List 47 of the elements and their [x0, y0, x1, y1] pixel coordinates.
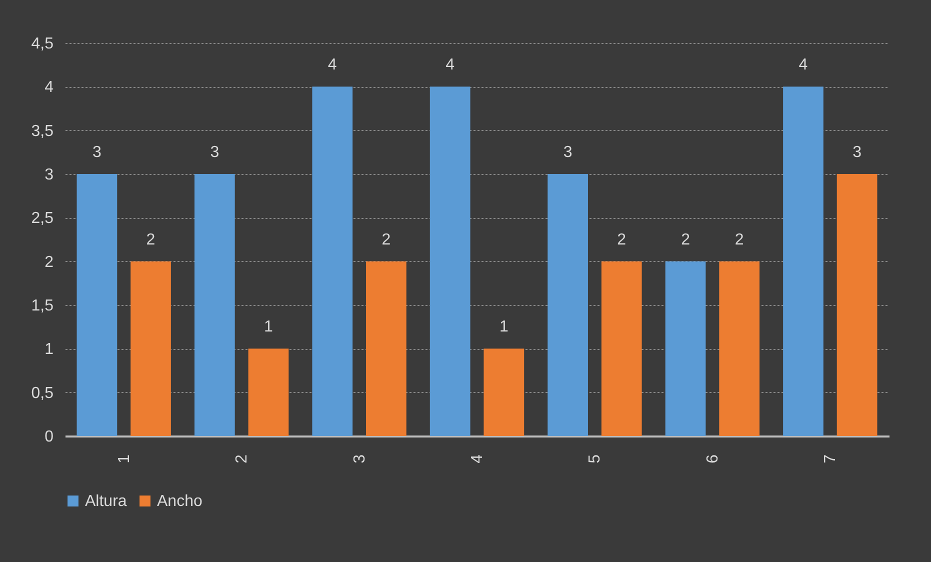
- data-label: 4: [328, 56, 337, 74]
- y-tick-label: 4: [44, 79, 54, 96]
- bar: [836, 174, 878, 436]
- bar: [719, 261, 760, 436]
- x-tick-label: 1: [116, 454, 133, 464]
- x-tick-label: 6: [704, 454, 722, 464]
- y-tick-label: 2,5: [31, 210, 54, 228]
- x-tick-label: 7: [822, 454, 840, 464]
- data-label: 1: [264, 318, 274, 336]
- data-label: 2: [681, 231, 690, 248]
- data-label: 2: [382, 231, 391, 248]
- y-tick-label: 3: [44, 166, 54, 184]
- bar: [366, 261, 406, 436]
- bar: [548, 174, 588, 436]
- data-label: 4: [446, 56, 455, 74]
- bar: [130, 261, 171, 436]
- y-tick-label: 1: [44, 341, 54, 358]
- data-label: 3: [210, 144, 220, 161]
- data-label: 3: [92, 144, 102, 161]
- data-label: 4: [798, 56, 808, 74]
- data-label: 3: [852, 144, 862, 161]
- bar: [312, 86, 353, 436]
- x-tick-label: 5: [586, 454, 604, 464]
- data-label: 2: [617, 231, 626, 248]
- data-label: 2: [734, 231, 744, 248]
- bar: [484, 348, 524, 436]
- bar: [783, 86, 824, 436]
- y-tick-label: 0,5: [31, 384, 54, 402]
- x-tick-label: 4: [469, 454, 486, 464]
- y-tick-label: 4,5: [31, 36, 54, 52]
- bar: [665, 261, 706, 436]
- data-label: 1: [499, 318, 508, 336]
- bar: [430, 86, 470, 436]
- y-tick-label: 0: [44, 428, 54, 446]
- data-label: 3: [563, 144, 572, 161]
- y-tick-label: 3,5: [31, 122, 54, 140]
- legend-label: Altura: [85, 493, 127, 510]
- x-tick-label: 2: [234, 454, 251, 464]
- y-tick-label: 2: [44, 254, 54, 271]
- bar: [76, 174, 118, 436]
- bar: [601, 261, 642, 436]
- bar: [194, 174, 235, 436]
- bar: [248, 348, 289, 436]
- y-tick-label: 1,5: [31, 298, 54, 314]
- x-tick-label: 3: [351, 454, 368, 464]
- legend-label: Ancho: [157, 493, 202, 510]
- data-label: 2: [146, 231, 156, 248]
